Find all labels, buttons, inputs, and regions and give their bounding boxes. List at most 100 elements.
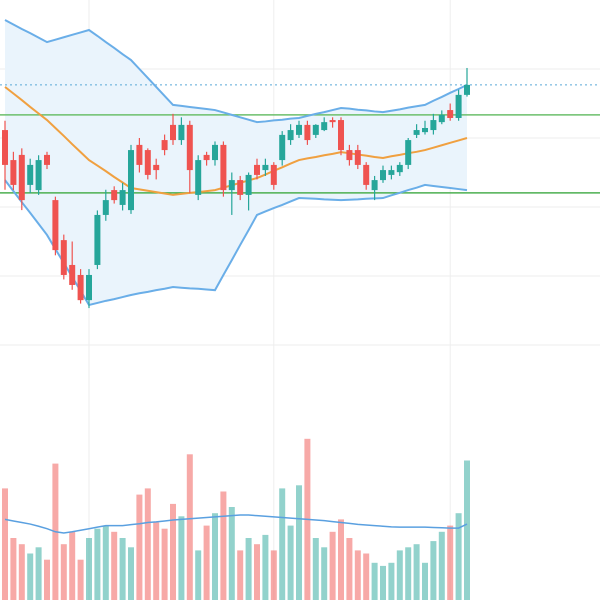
volume-bar <box>77 559 84 600</box>
candle-body <box>10 160 17 185</box>
volume-bar <box>413 544 420 600</box>
candle-body <box>111 190 118 201</box>
volume-bar <box>212 513 218 600</box>
candle-body <box>422 127 428 133</box>
volume-bar <box>396 550 403 600</box>
candle-body <box>136 144 143 165</box>
candle-body <box>413 130 420 135</box>
volume-bar <box>438 531 445 600</box>
moving-average <box>4 86 468 196</box>
volume-bar <box>455 513 462 600</box>
volume-bar <box>329 531 336 600</box>
volume-bar <box>354 550 361 600</box>
volume-bar <box>60 544 67 600</box>
candle-body <box>388 170 395 175</box>
candle-body <box>203 154 210 161</box>
volume-bar <box>422 562 428 600</box>
candle-body <box>438 114 445 123</box>
volume-bar <box>44 559 50 600</box>
volume-bar <box>170 503 176 600</box>
volume-bar <box>161 528 168 600</box>
candle-body <box>94 214 101 265</box>
candle-body <box>430 120 437 131</box>
candle-body <box>212 144 218 161</box>
candle-body <box>144 150 151 175</box>
candle-body <box>2 130 8 165</box>
volume-bar <box>346 538 353 600</box>
volume-bar <box>287 525 294 600</box>
candle-body <box>329 120 336 123</box>
volume-bar <box>18 544 25 600</box>
volume-bar <box>186 454 193 600</box>
volume-bar <box>102 525 109 600</box>
candle-body <box>254 164 260 175</box>
volume-bar <box>144 488 151 600</box>
candle-body <box>245 174 252 195</box>
volume-bar <box>153 522 160 600</box>
volume-bar <box>35 547 42 600</box>
volume-bar <box>178 516 185 600</box>
volume-bar <box>254 544 260 600</box>
candle-body <box>270 164 277 185</box>
candle-body <box>338 120 344 151</box>
volume-average <box>4 514 468 534</box>
volume-bar <box>245 538 252 600</box>
candle-body <box>380 170 386 181</box>
volume-bar <box>111 531 118 600</box>
volume-bar <box>128 547 134 600</box>
candle-body <box>170 124 176 141</box>
candle-body <box>237 180 244 195</box>
volume-bar <box>447 525 454 600</box>
volume-bar <box>279 488 286 600</box>
candle-body <box>153 164 160 171</box>
candle-body <box>447 110 454 118</box>
volume-bar <box>405 547 412 600</box>
volume-bar <box>321 547 328 600</box>
candle-body <box>119 190 126 205</box>
candle-body <box>455 94 462 118</box>
volume-bar <box>237 550 244 600</box>
volume-bar <box>430 541 437 600</box>
candle-body <box>86 274 92 301</box>
candle-body <box>354 150 361 165</box>
candle-body <box>228 180 235 191</box>
candle-body <box>304 124 311 141</box>
volume-bar <box>86 538 92 600</box>
volume-bar <box>195 550 202 600</box>
candle-body <box>279 134 286 161</box>
candle-body <box>262 164 269 171</box>
candle-body <box>102 200 109 215</box>
volume-bar <box>94 528 101 600</box>
candle-body <box>195 160 202 195</box>
volume-bar <box>2 488 8 600</box>
candle-body <box>44 154 50 165</box>
volume-bar <box>27 553 34 600</box>
candle-body <box>346 150 353 161</box>
candle-body <box>161 140 168 151</box>
candle-body <box>296 124 302 135</box>
candle-body <box>396 164 403 173</box>
band-line <box>4 19 468 124</box>
candle-body <box>69 264 76 285</box>
volume-bar <box>262 534 269 600</box>
candle-body <box>178 124 185 141</box>
volume-bar <box>228 507 235 600</box>
candle-body <box>220 144 227 191</box>
candle-body <box>464 84 470 95</box>
candle-body <box>18 154 25 201</box>
candle-body <box>363 164 370 185</box>
candle-body <box>405 140 412 165</box>
volume-bar <box>220 491 227 600</box>
candle-body <box>287 130 294 141</box>
volume-bar <box>338 519 344 600</box>
volume-bar <box>363 553 370 600</box>
volume-bar <box>136 494 143 600</box>
candle-body <box>186 124 193 171</box>
candle-body <box>77 274 84 301</box>
volume-bar <box>296 485 302 600</box>
volume-bar <box>312 538 319 600</box>
candle-body <box>52 200 59 251</box>
candle-body <box>321 122 328 131</box>
candle-body <box>27 164 34 185</box>
